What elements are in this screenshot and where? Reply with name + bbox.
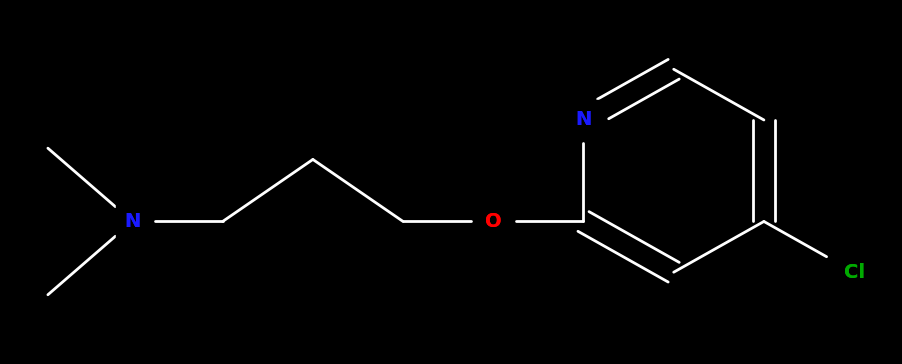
Text: N: N	[575, 111, 592, 130]
Bar	[115, 201, 150, 242]
Text: Cl: Cl	[843, 263, 865, 282]
Text: O: O	[485, 212, 502, 231]
Bar	[566, 100, 601, 140]
Text: N: N	[124, 212, 141, 231]
Text: N: N	[575, 111, 592, 130]
Bar	[476, 201, 511, 242]
Text: Cl: Cl	[843, 263, 865, 282]
Text: O: O	[485, 212, 502, 231]
Text: N: N	[124, 212, 141, 231]
Bar	[829, 252, 879, 293]
